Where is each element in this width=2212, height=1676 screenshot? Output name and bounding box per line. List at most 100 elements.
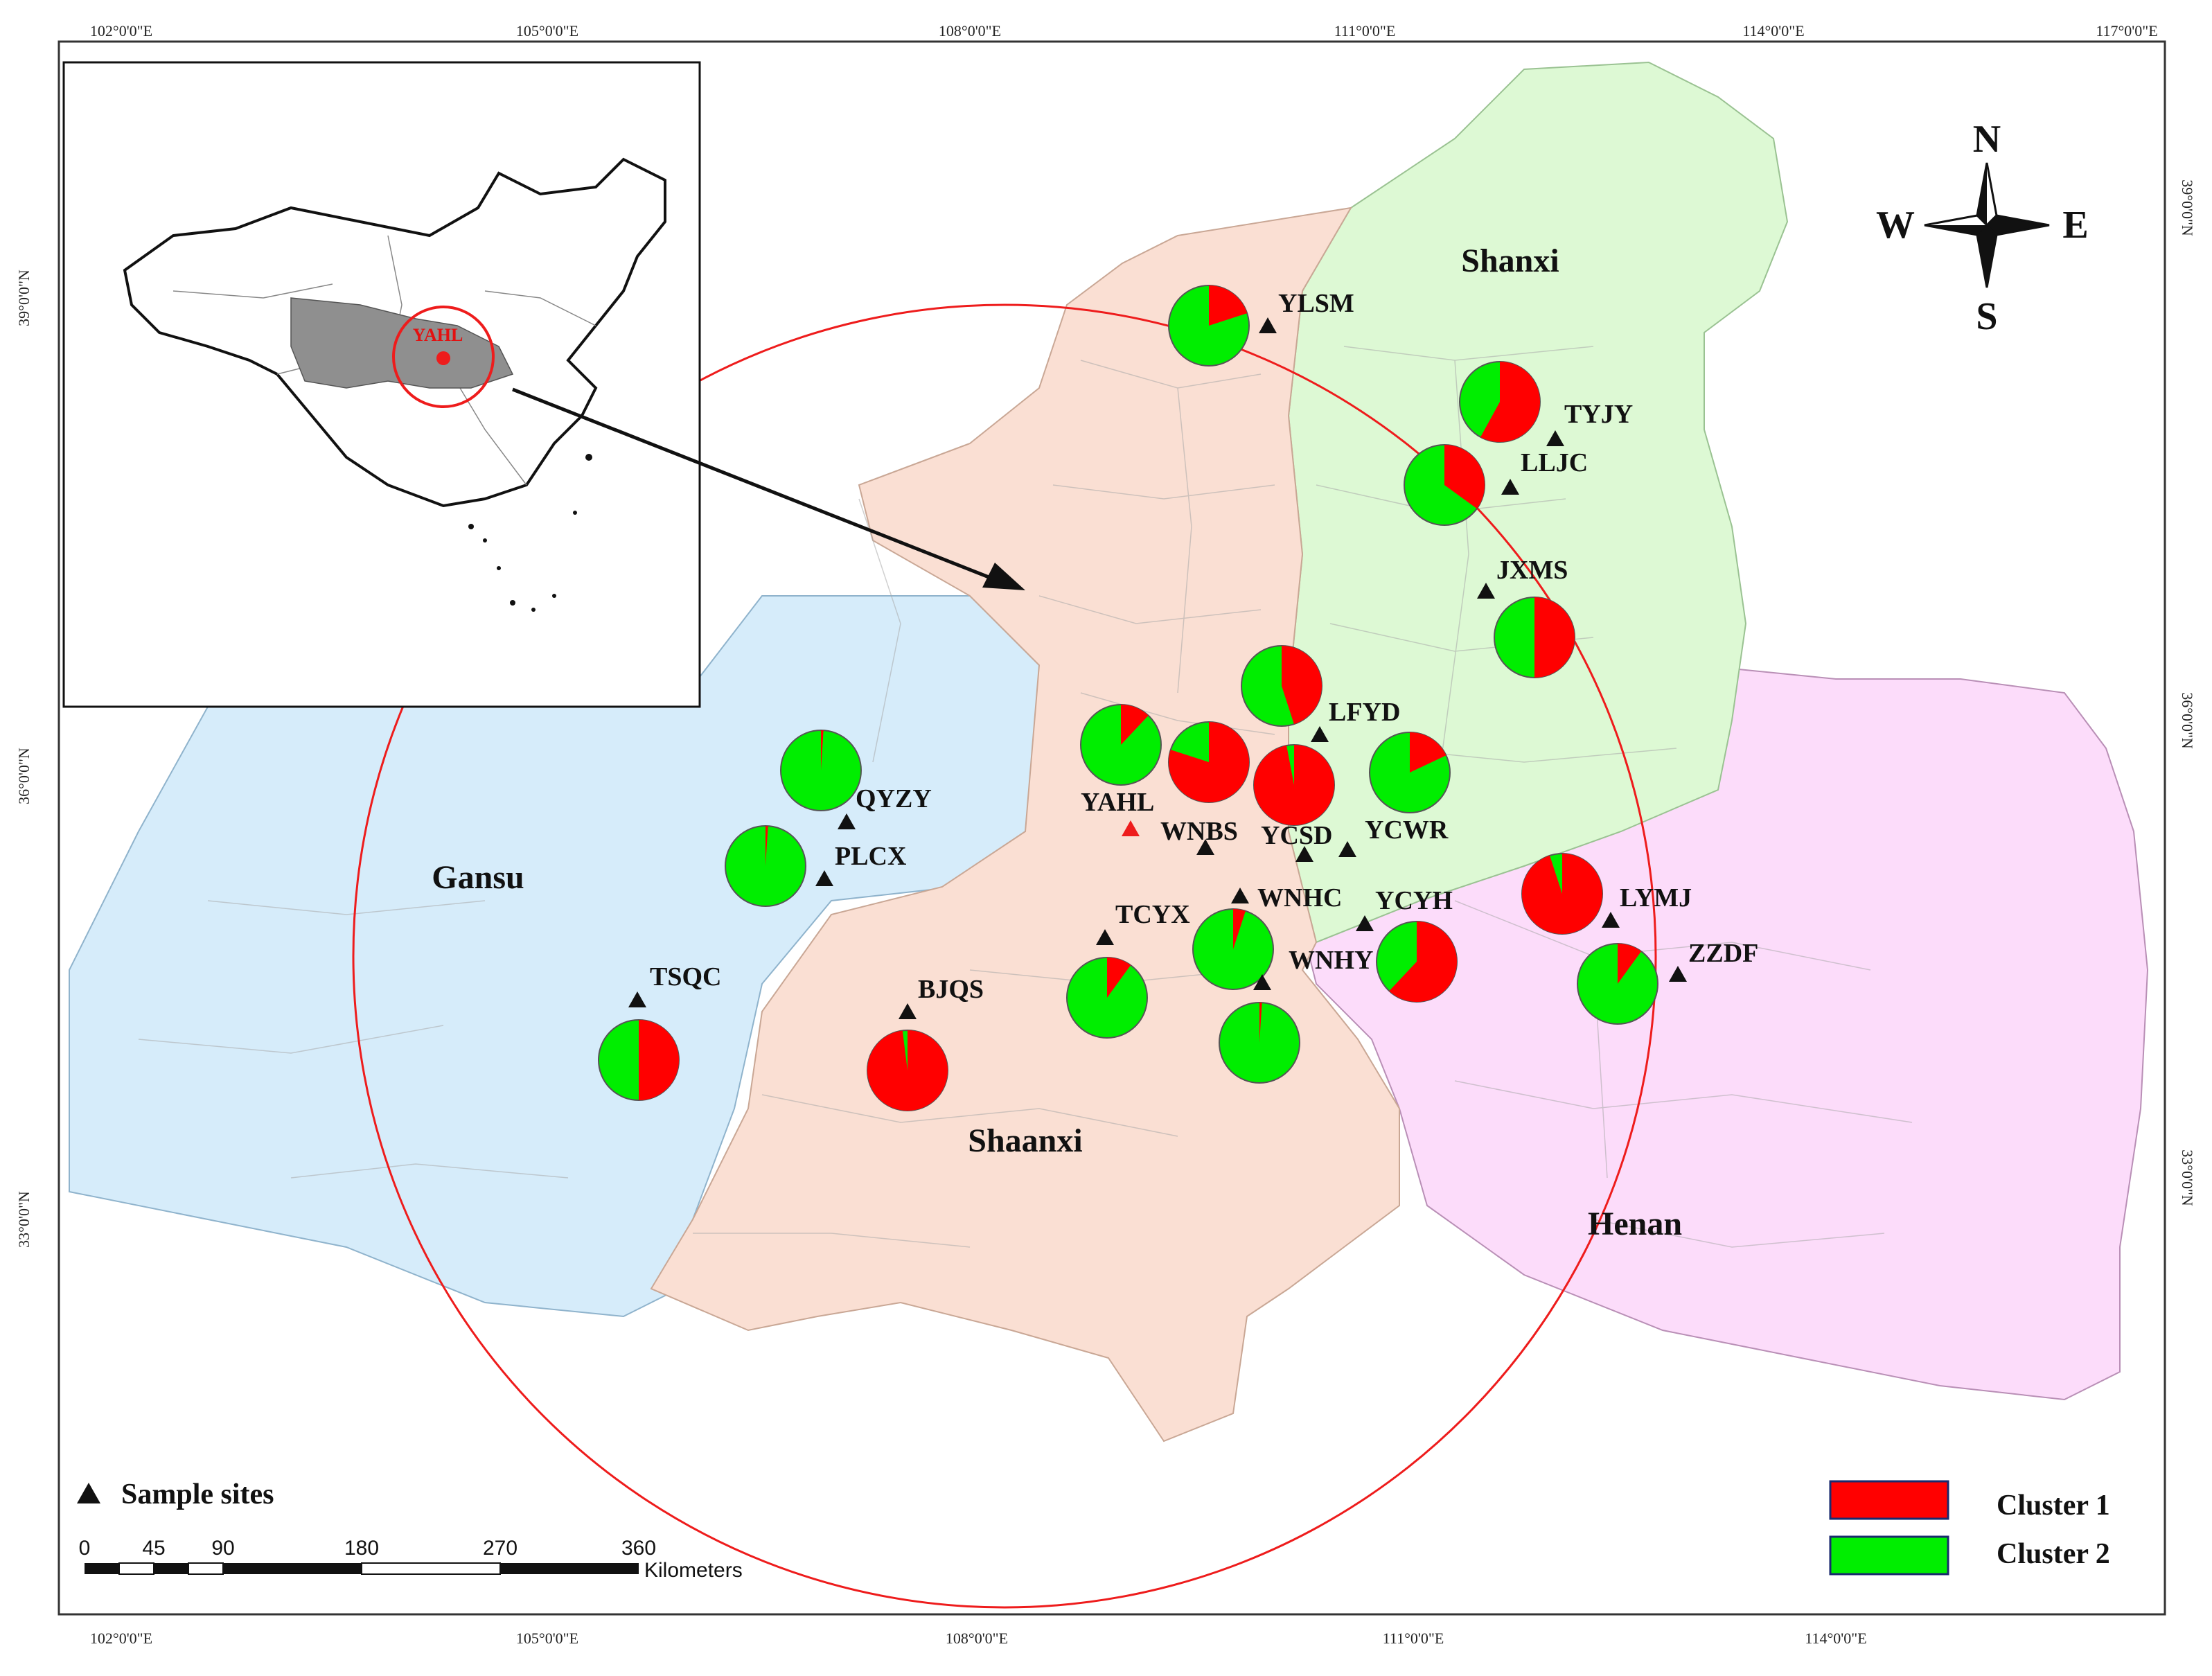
site-triangle-icon [1231,888,1249,903]
triangle-icon [77,1483,100,1503]
compass-w: W [1876,204,1915,247]
scale-tick: 90 [211,1537,234,1560]
site-label-ycwr: YCWR [1365,815,1449,845]
site-label-wnbs: WNBS [1160,817,1238,846]
site-pie-ycyh [1376,921,1458,1003]
pie-slice-cluster1 [1480,362,1540,442]
site-label-wnhy: WNHY [1289,946,1373,975]
pie-slice-cluster1 [1259,1003,1262,1043]
site-pie-wnhy [1219,1002,1300,1084]
sample-sites-legend: Sample sites [77,1479,274,1510]
grid-label-top: 117°0'0"E [2096,22,2157,39]
site-triangle-icon [1546,430,1564,446]
site-pie-lymj [1521,853,1603,935]
site-triangle-icon [1311,726,1329,742]
site-triangle-icon [1356,915,1374,931]
grid-label-bottom: 114°0'0"E [1805,1630,1866,1647]
compass-e: E [2062,204,2088,247]
scale-tick: 270 [483,1537,517,1560]
site-label-ycyh: YCYH [1375,886,1453,915]
inset-arrow [512,387,1025,590]
cluster2-swatch [1829,1535,1949,1576]
site-pie-ycsd [1253,744,1335,826]
site-triangle-icon [1477,583,1495,599]
site-triangle-icon [838,813,856,829]
site-label-tsqc: TSQC [650,962,721,991]
site-pie-zzdf [1577,943,1658,1025]
site-pie-ylsm [1168,285,1250,367]
site-triangle-icon [1259,317,1277,333]
site-pie-yahl [1080,704,1162,786]
site-label-lymj: LYMJ [1620,883,1692,912]
site-triangle-icon [1669,966,1687,982]
pie-slice-cluster1 [1534,597,1575,678]
pie-slice-cluster1 [867,1030,948,1111]
site-triangle-icon [815,870,833,886]
site-pie-tcyx [1066,957,1148,1039]
site-pie-jxms [1494,597,1575,678]
site-label-yahl: YAHL [1081,788,1154,817]
cluster2-label: Cluster 2 [1997,1538,2110,1570]
compass-n: N [1973,118,2001,161]
pie-slice-cluster1 [639,1020,679,1100]
grid-label-right: 39°0'0"N [2179,179,2196,236]
site-label-ylsm: YLSM [1278,289,1354,318]
compass-rose: N S E W [1876,118,2089,338]
pie-slice-cluster1 [1522,854,1602,934]
cluster-legend: Cluster 1 Cluster 2 [1829,1480,2110,1576]
grid-label-top: 114°0'0"E [1742,22,1804,39]
compass-s: S [1976,295,1997,338]
scale-tick: 180 [344,1537,379,1560]
site-label-tyjy: TYJY [1564,400,1633,429]
inset-map: YAHL [62,61,701,708]
site-pie-tyjy [1459,361,1541,443]
graticule-labels: 102°0'0"E 105°0'0"E 108°0'0"E 111°0'0"E … [15,22,2196,1647]
province-label-shaanxi: Shaanxi [968,1122,1082,1159]
grid-label-top: 105°0'0"E [516,22,578,39]
site-triangle-icon [1196,839,1214,855]
grid-label-bottom: 111°0'0"E [1383,1630,1444,1647]
pie-slice-cluster1 [1389,921,1457,1002]
grid-label-top: 108°0'0"E [939,22,1001,39]
site-label-plcx: PLCX [835,842,906,871]
grid-label-left: 33°0'0"N [15,1191,33,1248]
inset-yahl-label: YAHL [413,325,463,345]
scale-unit: Kilometers [644,1559,743,1582]
site-label-lljc: LLJC [1521,448,1588,477]
scale-bar: 0 45 90 180 270 360 Kilometers [79,1537,743,1582]
site-triangle-icon [1253,974,1271,990]
pie-slice-cluster1 [1121,705,1149,745]
site-triangle-icon [1501,479,1519,495]
pie-slice-cluster1 [1410,732,1446,773]
grid-label-right: 33°0'0"N [2179,1149,2196,1206]
inset-radius-circle [392,306,495,408]
pie-slice-cluster1 [1169,722,1250,802]
inset-islands [468,454,592,612]
site-triangle-icon [1295,846,1313,862]
site-pie-wnhc [1192,908,1274,990]
grid-label-right: 36°0'0"N [2179,692,2196,749]
site-triangle-icon [1602,912,1620,928]
site-label-bjqs: BJQS [918,975,984,1004]
cluster1-label: Cluster 1 [1997,1490,2110,1521]
site-pie-lljc [1404,444,1485,526]
grid-label-left: 39°0'0"N [15,270,33,326]
site-pies [598,285,1658,1111]
site-label-lfyd: LFYD [1329,698,1400,727]
grid-label-top: 102°0'0"E [90,22,152,39]
inset-yahl-dot [436,351,450,365]
grid-label-top: 111°0'0"E [1334,22,1396,39]
scale-tick: 360 [621,1537,656,1560]
cluster1-swatch [1829,1480,1949,1520]
pie-slice-cluster1 [766,826,768,866]
grid-label-left: 36°0'0"N [15,748,33,804]
site-pie-wnbs [1168,721,1250,803]
pie-slice-cluster1 [1282,646,1322,725]
grid-label-bottom: 102°0'0"E [90,1630,152,1647]
site-label-jxms: JXMS [1496,556,1568,585]
site-label-ycsd: YCSD [1261,821,1332,850]
site-triangle-icon [628,991,646,1007]
scale-tick: 45 [142,1537,165,1560]
